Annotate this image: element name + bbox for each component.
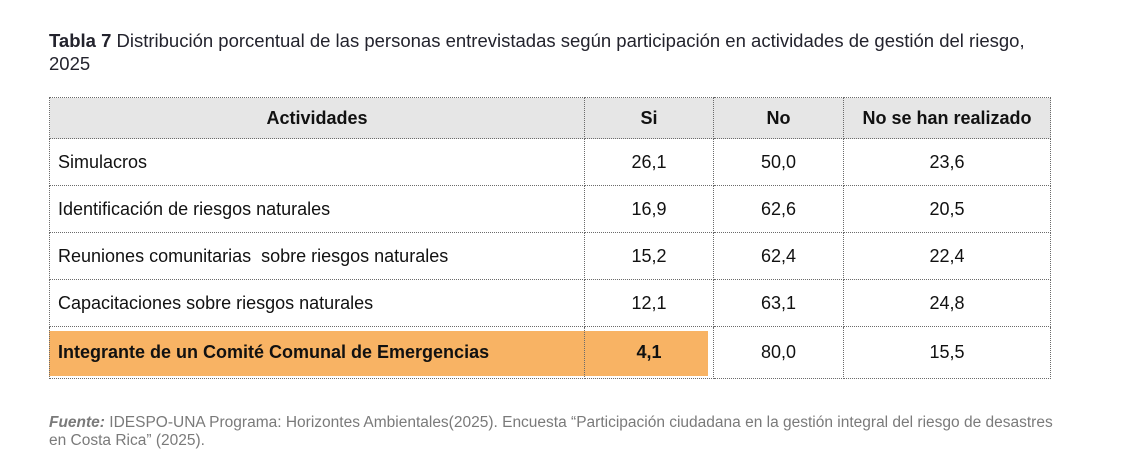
- table-row: Capacitaciones sobre riesgos naturales 1…: [49, 279, 1051, 327]
- cell-actividad: Reuniones comunitarias sobre riesgos nat…: [49, 232, 585, 280]
- cell-actividad: Simulacros: [49, 138, 585, 186]
- header-si: Si: [584, 97, 714, 139]
- data-table: Actividades Si No No se han realizado Si…: [49, 97, 1051, 379]
- cell-actividad: Integrante de un Comité Comunal de Emerg…: [49, 326, 585, 379]
- table-row: Simulacros 26,1 50,0 23,6: [49, 138, 1051, 186]
- header-row: Actividades Si No No se han realizado: [49, 97, 1051, 139]
- source-label: Fuente:: [49, 414, 105, 431]
- cell-no-realizado: 23,6: [843, 138, 1051, 186]
- header-actividades: Actividades: [49, 97, 585, 139]
- table-row-highlighted: Integrante de un Comité Comunal de Emerg…: [49, 326, 1051, 379]
- source-text: IDESPO-UNA Programa: Horizontes Ambienta…: [49, 414, 1053, 449]
- cell-no: 62,6: [713, 185, 844, 233]
- table-row: Reuniones comunitarias sobre riesgos nat…: [49, 232, 1051, 280]
- header-no: No: [713, 97, 844, 139]
- cell-no: 62,4: [713, 232, 844, 280]
- cell-no-realizado: 20,5: [843, 185, 1051, 233]
- cell-no-realizado: 15,5: [843, 326, 1051, 379]
- cell-si: 15,2: [584, 232, 714, 280]
- cell-no: 63,1: [713, 279, 844, 327]
- cell-no: 80,0: [713, 326, 844, 379]
- cell-actividad: Capacitaciones sobre riesgos naturales: [49, 279, 585, 327]
- cell-si: 16,9: [584, 185, 714, 233]
- caption-text: Distribución porcentual de las personas …: [49, 30, 1025, 74]
- cell-si: 12,1: [584, 279, 714, 327]
- header-no-realizado: No se han realizado: [843, 97, 1051, 139]
- cell-si: 4,1: [584, 326, 714, 379]
- table-caption: Tabla 7 Distribución porcentual de las p…: [49, 29, 1059, 75]
- caption-label: Tabla 7: [49, 30, 112, 51]
- source-note: Fuente: IDESPO-UNA Programa: Horizontes …: [49, 414, 1059, 450]
- cell-si: 26,1: [584, 138, 714, 186]
- table-row: Identificación de riesgos naturales 16,9…: [49, 185, 1051, 233]
- cell-actividad: Identificación de riesgos naturales: [49, 185, 585, 233]
- cell-no-realizado: 22,4: [843, 232, 1051, 280]
- cell-no: 50,0: [713, 138, 844, 186]
- cell-no-realizado: 24,8: [843, 279, 1051, 327]
